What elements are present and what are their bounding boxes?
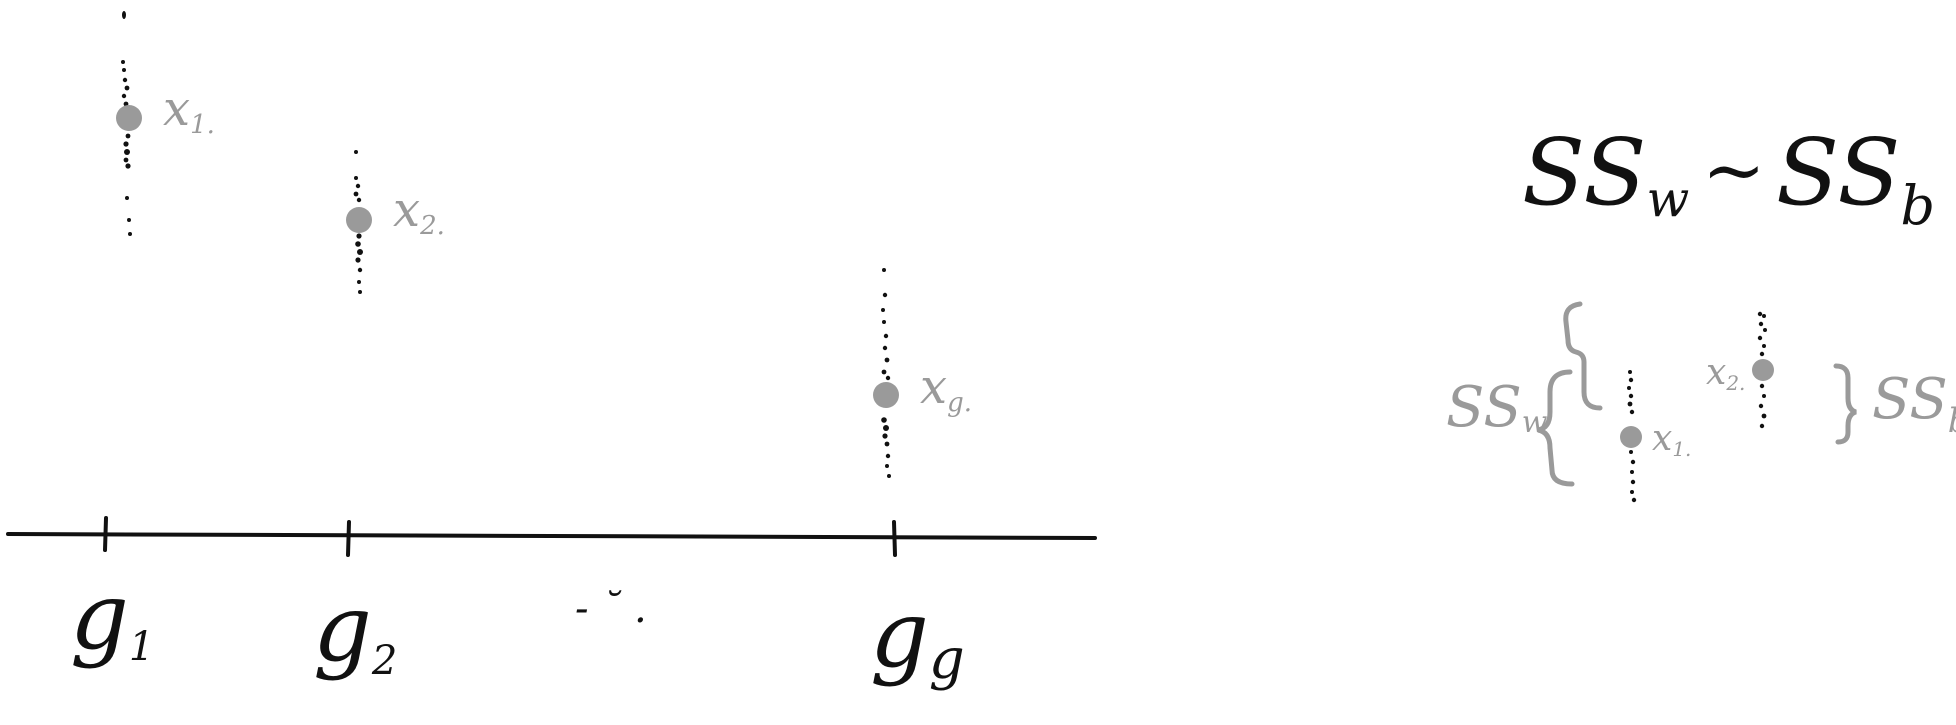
group-g-mean-label: xg. <box>920 359 972 418</box>
group-1-mean-label: x1. <box>163 81 215 140</box>
inset-mean-2-marker <box>1752 359 1774 381</box>
inset-mean-1-label: x1. <box>1652 418 1691 461</box>
ss-relation: SSw ~ SSb <box>1522 119 1935 237</box>
ssb-symbol: SSb <box>1776 119 1935 237</box>
similar-operator: ~ <box>1702 125 1766 214</box>
group-1-mean-marker <box>116 105 142 131</box>
axis-label-g1: g1 <box>70 563 154 670</box>
ssw-symbol: SSw <box>1522 119 1689 228</box>
group-g-observations <box>881 268 891 478</box>
axis-label-g2: g2 <box>313 575 397 684</box>
ssb-brace <box>1833 363 1857 445</box>
axis-tick-2 <box>346 520 351 557</box>
inset-mean-1-marker <box>1620 426 1642 448</box>
inset-mean-2-label: x2. <box>1706 352 1745 395</box>
ss-decomposition-inset: SSw x1. <box>1446 301 1956 503</box>
inset-ssb-label: SSb <box>1872 367 1956 441</box>
inset-group-2-observations <box>1757 311 1767 429</box>
group-2-observations <box>353 150 363 294</box>
group-axis-line <box>6 532 1097 540</box>
inset-group-1-observations <box>1627 370 1637 503</box>
group-g-mean-marker <box>873 382 899 408</box>
axis-tick-g <box>892 520 897 557</box>
ssw-large-brace <box>1537 369 1575 487</box>
group-2-mean-label: x2. <box>393 182 445 241</box>
ssw-small-brace <box>1563 301 1603 411</box>
axis-tick-1 <box>103 516 108 552</box>
axis-ellipsis: - ˘ . <box>575 586 647 632</box>
axis-label-gg: gg <box>870 581 965 692</box>
group-scatter-panel: x1. x2. <box>6 11 1097 692</box>
group-1-observations <box>121 11 132 236</box>
inset-ssw-label: SSw <box>1446 375 1548 440</box>
group-2-mean-marker <box>346 207 372 233</box>
